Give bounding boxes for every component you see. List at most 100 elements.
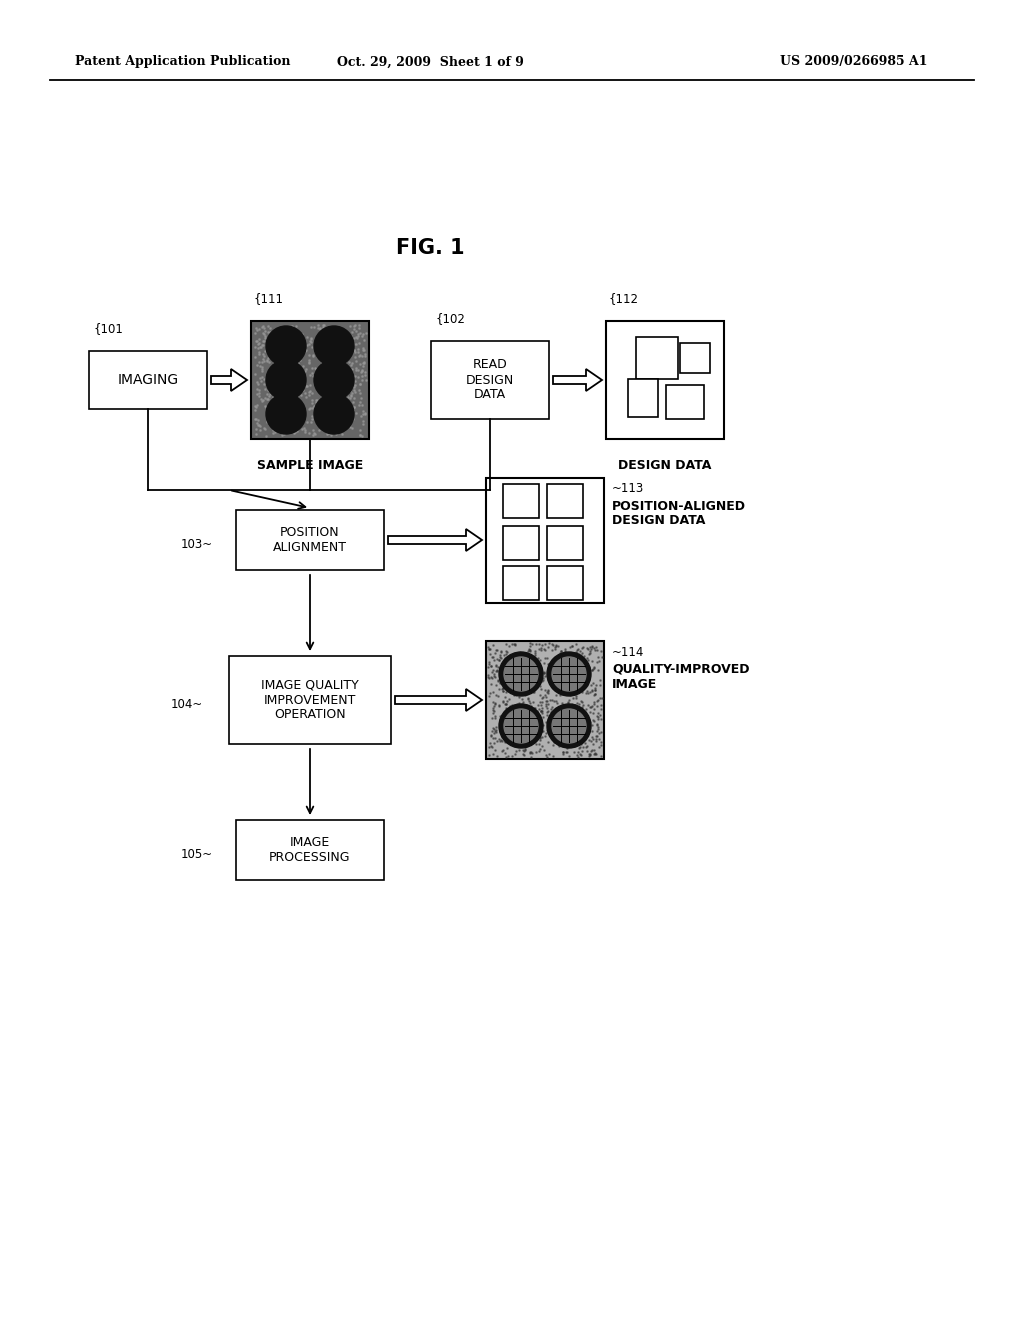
Point (306, 334, 323, 355)
Point (525, 697, 542, 718)
Point (555, 743, 571, 764)
Point (265, 422, 282, 444)
Point (293, 338, 309, 359)
Point (568, 734, 585, 755)
Point (563, 734, 580, 755)
Point (543, 698, 559, 719)
Point (569, 729, 586, 750)
Point (542, 653, 558, 675)
Point (354, 323, 371, 345)
Point (265, 337, 282, 358)
Point (562, 681, 579, 702)
Point (573, 692, 590, 713)
Point (516, 694, 532, 715)
Point (351, 322, 368, 343)
Point (505, 713, 521, 734)
Point (499, 725, 515, 746)
Point (283, 418, 299, 440)
Point (308, 341, 325, 362)
Point (249, 331, 265, 352)
Point (292, 350, 308, 371)
Point (319, 333, 336, 354)
Point (274, 327, 291, 348)
Point (294, 407, 310, 428)
Point (589, 714, 605, 735)
Point (486, 667, 503, 688)
Point (523, 706, 540, 727)
Point (574, 673, 591, 694)
Point (306, 395, 323, 416)
Point (317, 379, 334, 400)
Point (273, 329, 290, 350)
Point (502, 677, 518, 698)
Point (575, 636, 592, 657)
Point (295, 355, 311, 376)
Point (577, 733, 593, 754)
Point (519, 645, 536, 667)
Point (345, 339, 361, 360)
Point (570, 657, 587, 678)
Point (529, 652, 546, 673)
Point (590, 689, 606, 710)
Point (514, 645, 530, 667)
Point (534, 701, 550, 722)
Point (259, 411, 275, 432)
Point (294, 323, 310, 345)
Point (294, 379, 310, 400)
Point (544, 639, 560, 660)
Point (579, 741, 595, 762)
Bar (89, 351, 207, 409)
Point (480, 638, 497, 659)
Point (259, 315, 275, 337)
Point (331, 371, 347, 392)
Point (530, 741, 547, 762)
Point (285, 383, 301, 404)
Point (556, 648, 572, 669)
Point (507, 635, 523, 656)
Text: 104~: 104~ (171, 697, 203, 710)
Point (506, 675, 522, 696)
Point (319, 413, 336, 434)
Point (593, 694, 609, 715)
Point (314, 334, 331, 355)
Point (255, 315, 271, 337)
Point (327, 360, 343, 381)
Point (254, 367, 270, 388)
Point (259, 372, 275, 393)
Point (571, 710, 588, 731)
Point (279, 420, 295, 441)
Point (308, 389, 325, 411)
Point (565, 643, 582, 664)
Point (480, 636, 497, 657)
Point (557, 680, 573, 701)
Point (579, 735, 595, 756)
Point (527, 644, 544, 665)
Point (575, 645, 592, 667)
Point (575, 659, 592, 680)
Point (522, 635, 539, 656)
Point (569, 744, 586, 766)
Point (584, 680, 600, 701)
Point (521, 711, 538, 733)
Point (585, 734, 601, 755)
Point (581, 713, 597, 734)
Point (488, 640, 505, 661)
Point (328, 378, 344, 399)
Point (256, 317, 272, 338)
Point (580, 694, 596, 715)
Point (287, 363, 303, 384)
Point (284, 391, 300, 412)
Point (322, 387, 338, 408)
Point (270, 405, 287, 426)
Point (568, 640, 585, 661)
Point (303, 383, 319, 404)
Point (257, 341, 273, 362)
Point (322, 383, 338, 404)
Point (560, 702, 577, 723)
Point (496, 713, 512, 734)
Point (334, 424, 350, 445)
Point (556, 647, 572, 668)
Point (577, 719, 593, 741)
Point (354, 339, 371, 360)
Point (341, 407, 357, 428)
